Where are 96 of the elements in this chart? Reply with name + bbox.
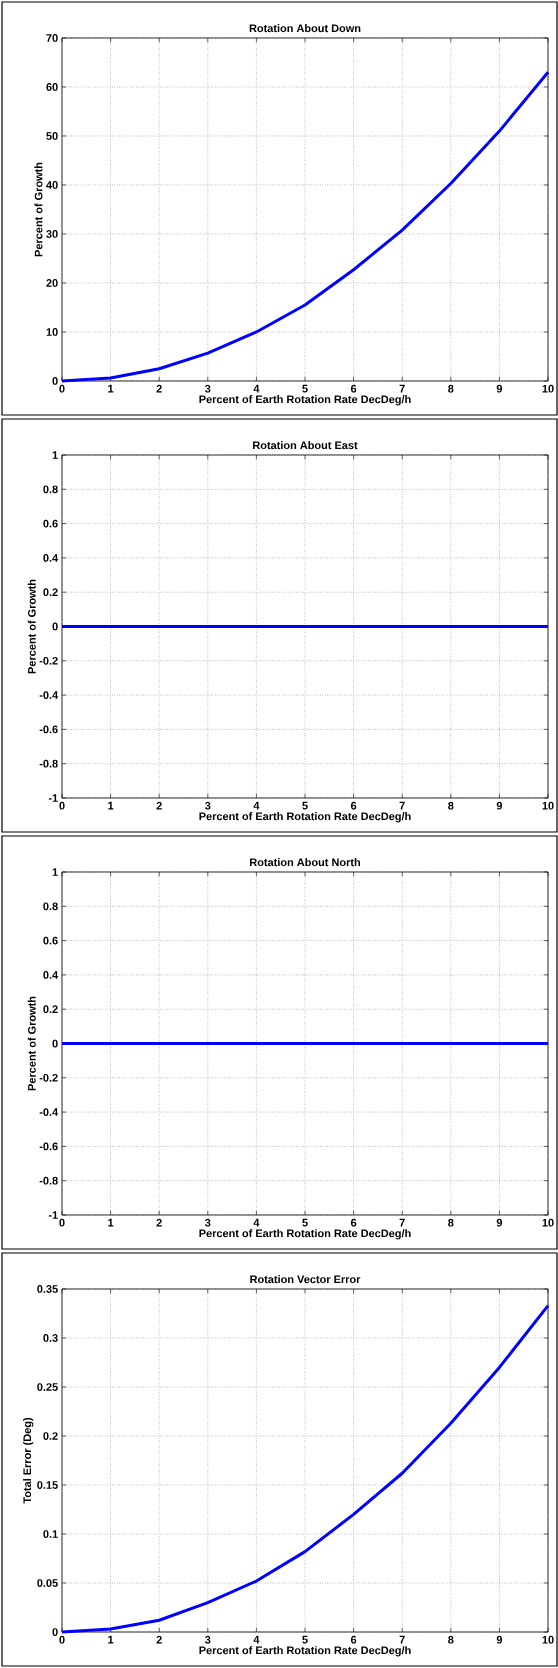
x-tick-label: 2	[156, 1218, 162, 1227]
x-tick-label: 7	[399, 1218, 405, 1227]
x-tick-label: 6	[350, 1218, 357, 1227]
y-tick-label: 70	[46, 34, 58, 42]
x-tick-label: 5	[302, 1635, 308, 1644]
y-tick-label: 0.3	[43, 1334, 58, 1342]
y-tick-label: 50	[46, 132, 58, 140]
x-tick-label: 9	[496, 801, 503, 810]
x-tick-label: 1	[108, 384, 114, 393]
x-tick-label: 7	[399, 1635, 405, 1644]
x-tick-label: 2	[156, 1635, 162, 1644]
x-tick-label: 5	[302, 384, 308, 393]
y-tick-label: 1	[52, 451, 58, 459]
x-tick-label: 1	[108, 1635, 114, 1644]
y-tick-label: 0.4	[43, 971, 59, 979]
y-tick-label: 0.05	[37, 1579, 58, 1587]
y-tick-label: 60	[46, 83, 58, 91]
chart-title: Rotation About Down	[249, 24, 361, 33]
x-tick-label: 10	[542, 1218, 554, 1227]
y-tick-label: 0.4	[43, 554, 59, 562]
x-tick-label: 3	[205, 1635, 211, 1644]
y-tick-label: -0.2	[39, 656, 58, 665]
y-axis-title: Percent of Growth	[34, 162, 43, 257]
y-tick-label: 0.8	[43, 485, 58, 494]
x-tick-label: 9	[496, 1218, 503, 1227]
y-axis-title: Percent of Growth	[27, 579, 36, 674]
x-tick-label: 1	[108, 801, 114, 810]
y-tick-label: 0.6	[43, 519, 58, 528]
x-tick-label: 9	[496, 1635, 503, 1644]
y-tick-label: 0.8	[43, 902, 58, 911]
y-tick-label: 20	[46, 279, 58, 287]
x-tick-label: 8	[448, 1635, 454, 1644]
x-tick-label: 8	[448, 384, 454, 393]
x-tick-label: 8	[448, 801, 454, 810]
x-tick-label: 9	[496, 384, 503, 393]
x-tick-label: 4	[253, 1218, 260, 1227]
y-tick-label: 0	[52, 377, 58, 385]
x-tick-label: 7	[399, 801, 405, 810]
x-tick-label: 8	[448, 1218, 454, 1227]
y-tick-label: -1	[48, 1211, 58, 1219]
y-tick-label: 0	[52, 1039, 58, 1048]
y-tick-label: 0.2	[43, 1432, 58, 1440]
chart-title: Rotation Vector Error	[250, 1275, 361, 1284]
x-tick-label: 5	[302, 801, 308, 810]
x-tick-label: 4	[253, 1635, 260, 1644]
x-tick-label: 6	[350, 801, 357, 810]
y-tick-label: -0.4	[39, 691, 59, 699]
x-tick-label: 10	[542, 1635, 554, 1644]
x-axis-title: Percent of Earth Rotation Rate DecDeg/h	[199, 395, 411, 406]
line-series	[60, 1304, 550, 1634]
y-tick-label: 0.2	[43, 1005, 58, 1014]
x-tick-label: 10	[542, 384, 554, 393]
y-tick-label: 30	[46, 230, 58, 238]
y-tick-label: -0.6	[39, 1142, 58, 1151]
x-tick-label: 3	[205, 801, 211, 810]
x-tick-label: 0	[59, 1635, 65, 1644]
y-tick-label: -0.4	[39, 1108, 59, 1116]
y-tick-label: 10	[46, 328, 58, 336]
x-tick-label: 0	[59, 384, 65, 393]
y-axis-title: Percent of Growth	[27, 996, 36, 1091]
line-series	[60, 70, 550, 383]
y-tick-label: -1	[48, 794, 58, 802]
y-tick-label: 0	[52, 622, 58, 631]
y-tick-label: -0.8	[39, 1176, 58, 1185]
x-tick-label: 2	[156, 801, 162, 810]
y-tick-label: 40	[46, 181, 58, 189]
x-tick-label: 3	[205, 1218, 211, 1227]
x-tick-label: 10	[542, 801, 554, 810]
y-tick-label: 0	[52, 1628, 58, 1636]
x-tick-label: 6	[350, 384, 357, 393]
y-tick-label: 0.1	[43, 1530, 58, 1538]
y-tick-label: -0.8	[39, 759, 58, 768]
x-tick-label: 2	[156, 384, 162, 393]
y-tick-label: 0.2	[43, 588, 58, 597]
y-tick-label: 1	[52, 868, 58, 876]
chart-title: Rotation About North	[250, 858, 361, 867]
y-tick-label: 0.35	[37, 1285, 58, 1293]
x-tick-label: 4	[253, 801, 260, 810]
x-axis-title: Percent of Earth Rotation Rate DecDeg/h	[199, 812, 411, 823]
y-axis-title: Total Error (Deg)	[23, 1417, 34, 1504]
x-axis-title: Percent of Earth Rotation Rate DecDeg/h	[199, 1646, 411, 1657]
y-tick-label: 0.15	[37, 1481, 58, 1489]
chart-title: Rotation About East	[253, 441, 358, 450]
x-tick-label: 0	[59, 1218, 65, 1227]
x-tick-label: 3	[205, 384, 211, 393]
x-tick-label: 6	[350, 1635, 357, 1644]
y-tick-label: -0.2	[39, 1073, 58, 1082]
y-tick-label: -0.6	[39, 725, 58, 734]
x-tick-label: 7	[399, 384, 405, 393]
y-tick-label: 0.6	[43, 936, 58, 945]
x-axis-title: Percent of Earth Rotation Rate DecDeg/h	[199, 1229, 411, 1240]
y-tick-label: 0.25	[37, 1383, 58, 1391]
x-tick-label: 4	[253, 384, 260, 393]
x-tick-label: 0	[59, 801, 65, 810]
x-tick-label: 5	[302, 1218, 308, 1227]
x-tick-label: 1	[108, 1218, 114, 1227]
